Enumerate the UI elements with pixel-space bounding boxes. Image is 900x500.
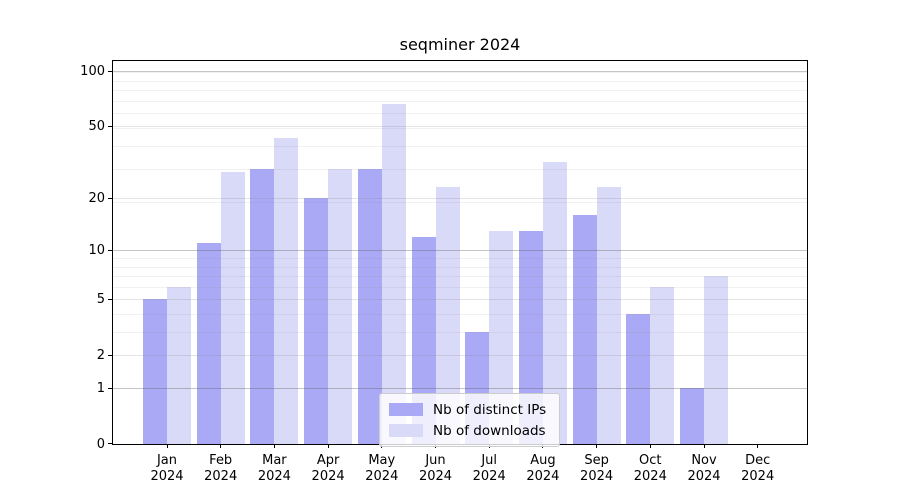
y-tick-label-20: 20 [88,190,105,206]
y-tick-2 [108,355,113,357]
x-tick-label-nov-2024: Nov 2024 [687,453,721,484]
x-tick-oct-2024 [649,444,651,448]
minor-gridline [113,128,807,129]
y-tick-0 [108,443,113,444]
y-tick-label-2: 2 [96,347,105,363]
bar-nb-of-distinct-ips-may-2024 [357,169,382,444]
legend-item-downloads: Nb of downloads [389,420,546,441]
major-gridline-20 [113,198,807,200]
bar-nb-of-distinct-ips-nov-2024 [680,388,704,444]
x-tick-nov-2024 [703,444,705,448]
minor-gridline [113,146,807,147]
x-tick-label-jul-2024: Jul 2024 [472,453,506,484]
legend-label-distinct-ips: Nb of distinct IPs [433,401,547,418]
bar-nb-of-downloads-jan-2024 [167,286,191,444]
minor-gridline [113,100,807,102]
bar-nb-of-downloads-apr-2024 [328,169,353,444]
minor-gridline [113,80,807,82]
bar-nb-of-downloads-mar-2024 [274,138,299,444]
x-tick-label-aug-2024: Aug 2024 [526,453,560,484]
y-tick-50 [108,126,113,128]
legend-item-distinct-ips: Nb of distinct IPs [389,399,546,420]
bar-nb-of-distinct-ips-jan-2024 [143,299,167,444]
bar-nb-of-downloads-nov-2024 [704,276,728,444]
y-tick-100 [108,71,113,73]
x-tick-dec-2024 [757,444,759,448]
major-gridline-50 [113,126,807,128]
bar-nb-of-distinct-ips-mar-2024 [250,169,275,444]
minor-gridline [113,72,807,73]
y-tick-1 [108,388,113,389]
minor-gridline [113,169,807,171]
x-tick-label-jun-2024: Jun 2024 [418,453,453,484]
y-tick-label-10: 10 [88,242,105,258]
x-tick-apr-2024 [327,444,329,448]
y-tick-label-0: 0 [96,436,105,452]
bar-nb-of-downloads-sep-2024 [596,187,621,444]
minor-gridline [113,113,807,115]
chart-title: seqminer 2024 [399,35,521,54]
y-tick-label-100: 100 [80,63,105,79]
x-tick-feb-2024 [220,444,222,448]
y-tick-label-1: 1 [96,380,105,396]
major-gridline-100 [113,71,807,73]
y-tick-20 [108,198,113,200]
y-tick-label-50: 50 [88,118,105,134]
bar-nb-of-downloads-may-2024 [381,104,406,444]
bar-nb-of-distinct-ips-oct-2024 [626,314,651,444]
legend-label-downloads: Nb of downloads [433,422,546,439]
plot-area: Nb of distinct IPs Nb of downloads 0 1 2 5 1… [80,60,808,484]
minor-gridline [113,202,807,203]
x-tick-label-apr-2024: Apr 2024 [311,453,345,484]
x-tick-label-feb-2024: Feb 2024 [204,453,238,484]
bar-nb-of-distinct-ips-apr-2024 [304,198,329,444]
legend-swatch-distinct-ips [389,403,423,416]
x-tick-label-mar-2024: Mar 2024 [257,453,291,484]
x-tick-sep-2024 [596,444,598,448]
y-tick-10 [108,250,113,252]
x-tick-label-dec-2024: Dec 2024 [741,453,775,484]
minor-gridline [113,90,807,91]
bar-nb-of-downloads-oct-2024 [650,286,675,444]
x-tick-label-oct-2024: Oct 2024 [633,453,667,484]
x-tick-label-sep-2024: Sep 2024 [580,453,614,484]
bar-nb-of-downloads-feb-2024 [220,172,245,444]
y-tick-5 [108,299,113,301]
bar-nb-of-distinct-ips-feb-2024 [196,243,221,444]
bar-nb-of-distinct-ips-sep-2024 [572,215,597,444]
legend: Nb of distinct IPs Nb of downloads [379,393,561,447]
x-tick-label-may-2024: May 2024 [365,453,399,484]
legend-swatch-downloads [389,424,423,437]
y-tick-label-5: 5 [96,291,105,307]
x-tick-label-jan-2024: Jan 2024 [150,453,184,484]
x-tick-mar-2024 [273,444,275,448]
x-tick-jan-2024 [166,444,168,448]
